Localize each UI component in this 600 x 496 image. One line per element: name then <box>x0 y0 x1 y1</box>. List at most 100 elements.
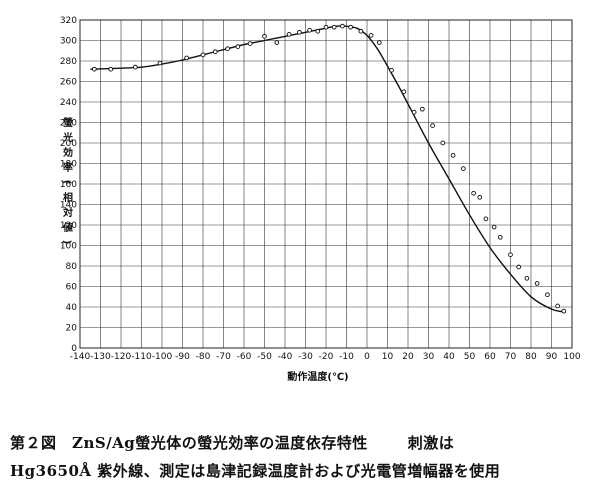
data-point <box>420 106 425 112</box>
y-axis-label-char: 値 <box>62 221 73 234</box>
x-tick-label: 70 <box>505 352 517 362</box>
x-tick-label: 50 <box>464 352 476 362</box>
data-point <box>262 34 267 39</box>
data-point <box>376 40 382 45</box>
y-tick-label: 320 <box>60 16 77 26</box>
data-point <box>368 33 374 38</box>
y-tick-label: 300 <box>60 37 77 47</box>
y-tick-labels: 0 20 40 60 80 100 120 140 160 180 200 220 240 260 280 3… <box>60 16 77 354</box>
x-tick-label: 80 <box>525 352 537 362</box>
y-tick-label: 240 <box>60 98 77 108</box>
measured-points <box>91 23 567 314</box>
x-tick-label: -130 <box>90 352 111 362</box>
gridlines <box>79 19 573 349</box>
x-tick-label: -90 <box>175 352 190 362</box>
y-tick-label: 60 <box>66 283 78 293</box>
data-point <box>108 66 114 72</box>
x-tick-label: -50 <box>257 352 272 362</box>
data-point <box>516 264 522 270</box>
data-point <box>471 190 476 196</box>
y-tick-label: 260 <box>60 78 77 88</box>
y-tick-label: 20 <box>66 324 78 334</box>
y-tick-label: 200 <box>60 139 77 149</box>
data-point <box>461 166 466 171</box>
data-point <box>247 41 253 46</box>
x-tick-label: 30 <box>423 352 435 362</box>
figure-caption-line-1: 第２図 ZnS/Ag螢光体の螢光効率の温度依存特性 刺激は <box>10 432 595 453</box>
y-tick-label: 160 <box>60 180 77 190</box>
x-tick-label: 90 <box>546 352 558 362</box>
x-tick-label: -60 <box>237 352 252 362</box>
caption-title: 第２図 ZnS/Ag螢光体の螢光効率の温度依存特性 <box>10 434 368 452</box>
x-tick-label: 100 <box>563 352 580 362</box>
y-tick-label: 80 <box>66 262 78 272</box>
y-tick-label: 140 <box>60 201 77 211</box>
y-tick-label: 120 <box>60 221 77 231</box>
data-point <box>358 28 364 34</box>
y-axis-label-char: 対 <box>62 206 73 219</box>
data-point <box>235 44 241 49</box>
y-axis-label-char: ) <box>61 240 72 245</box>
data-point <box>225 46 230 52</box>
x-tick-label: 0 <box>364 352 370 362</box>
data-point <box>200 52 206 58</box>
y-axis-label: 螢光効率 ( 相対値) <box>61 116 73 244</box>
y-axis-label-char: 効 <box>63 146 73 159</box>
data-point <box>450 152 456 158</box>
x-tick-label: -30 <box>298 352 313 362</box>
efficiency-temperature-chart: -140 -130 -120 -110 -100 -90 -80 -70 -60 -50 -40 -3… <box>60 16 581 383</box>
data-point <box>477 194 483 200</box>
caption-stimulus-label: 刺激は <box>407 434 455 452</box>
data-point <box>497 234 503 240</box>
data-point <box>340 23 345 29</box>
data-point <box>401 89 407 95</box>
data-point <box>348 24 353 30</box>
y-tick-label: 280 <box>60 57 77 67</box>
data-point <box>561 308 567 314</box>
x-tick-label: 60 <box>484 352 496 362</box>
data-point <box>307 27 312 33</box>
y-axis-label-char: 光 <box>62 131 73 144</box>
data-point <box>212 49 218 55</box>
y-axis-label-char: 率 <box>63 161 73 174</box>
data-point <box>184 55 189 61</box>
x-axis-label: 動作温度(℃) <box>287 370 348 383</box>
x-tick-label: -40 <box>278 352 293 362</box>
x-tick-label: -100 <box>152 352 173 362</box>
data-point <box>157 60 163 66</box>
data-point <box>389 67 394 73</box>
data-point <box>133 64 138 70</box>
y-axis-label-char: 相 <box>63 191 73 204</box>
x-tick-labels: -140 -130 -120 -110 -100 -90 -80 -70 -60 -50 -40 -3… <box>70 352 581 362</box>
efficiency-curve <box>90 25 567 313</box>
data-point <box>430 123 435 128</box>
y-axis-label-char: 螢 <box>63 116 73 129</box>
data-point <box>491 224 497 230</box>
data-point <box>331 24 337 30</box>
data-point <box>286 31 292 37</box>
y-axis-label-char: ( <box>61 180 72 185</box>
x-tick-label: 10 <box>382 352 394 362</box>
x-tick-label: -20 <box>319 352 334 362</box>
data-point <box>297 29 302 35</box>
x-tick-label: 20 <box>402 352 414 362</box>
data-point <box>91 66 97 72</box>
data-point <box>274 40 280 45</box>
x-tick-label: -80 <box>196 352 211 362</box>
data-point <box>508 252 513 258</box>
data-point <box>534 281 540 286</box>
y-tick-label: 220 <box>60 119 77 129</box>
y-tick-label: 180 <box>60 160 77 170</box>
data-point <box>545 292 550 298</box>
data-point <box>483 216 489 222</box>
x-tick-label: 40 <box>443 352 455 362</box>
data-point <box>315 28 321 34</box>
y-tick-label: 40 <box>66 303 78 313</box>
y-tick-label: 0 <box>71 344 77 354</box>
data-point <box>323 24 329 30</box>
x-tick-label: -10 <box>339 352 354 362</box>
data-point <box>411 109 417 115</box>
data-point <box>524 275 530 281</box>
data-point <box>555 303 560 309</box>
x-tick-label: -70 <box>216 352 231 362</box>
